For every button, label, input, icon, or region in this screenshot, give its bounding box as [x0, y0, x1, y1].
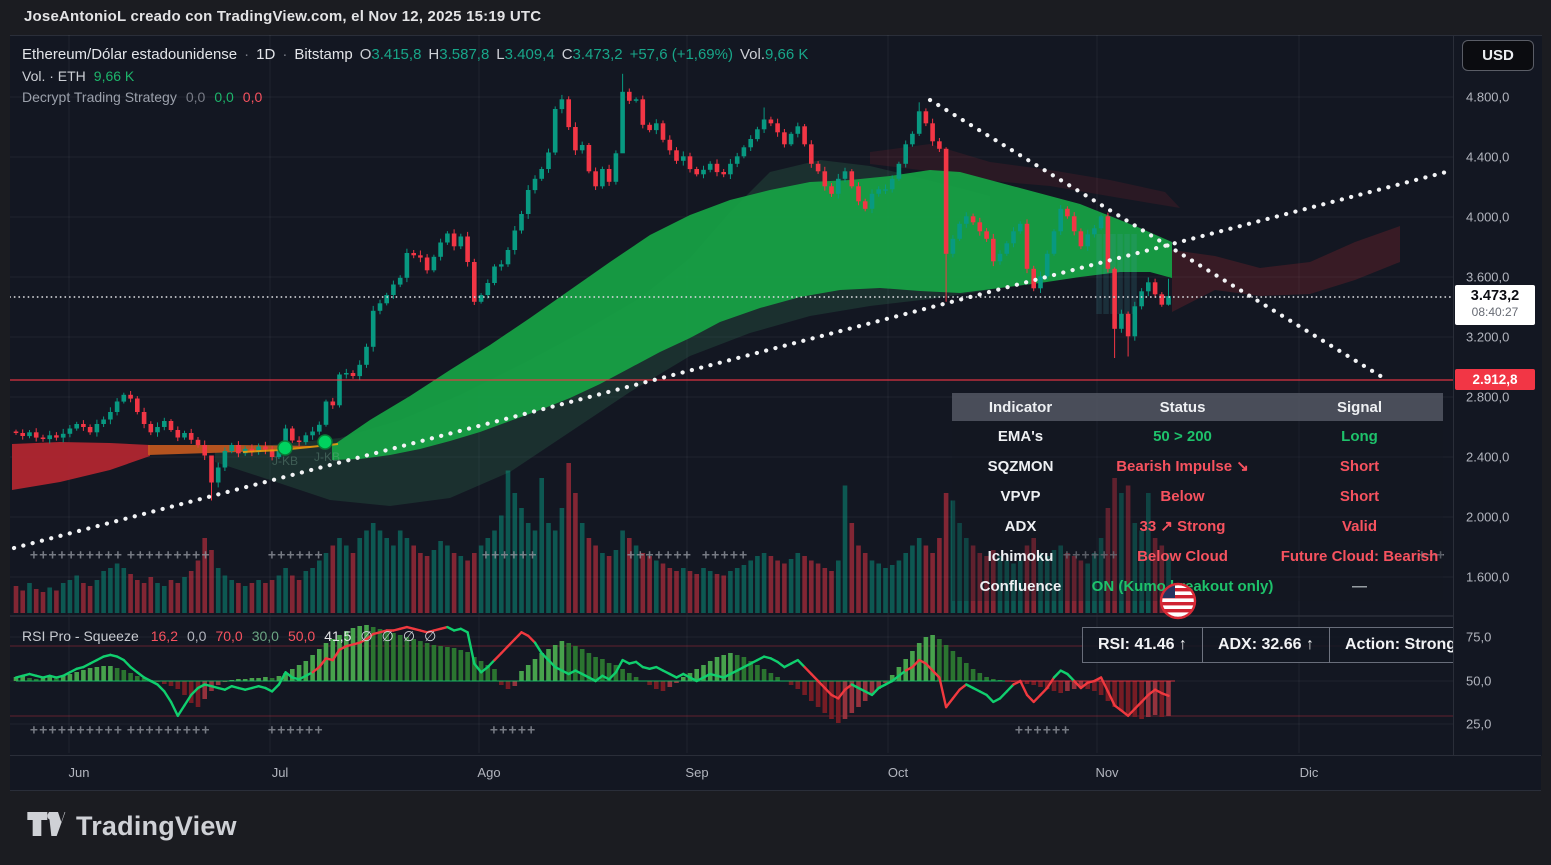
price-tick-label: 50,0 [1466, 673, 1492, 689]
buy-signal-dot [277, 440, 293, 456]
rsi-legend-value: 0,0 [186, 628, 207, 644]
svg-text:++++++: ++++++ [268, 723, 324, 738]
price-axis[interactable] [1453, 35, 1542, 756]
ohlc-close: C3.473,2 [561, 46, 623, 63]
rsi-legend-value: ∅ [424, 628, 437, 644]
price-tick-label: 4.400,0 [1466, 149, 1510, 165]
svg-text:J-KB: J-KB [314, 450, 340, 464]
price-tick-label: 1.600,0 [1466, 569, 1510, 585]
rsi-legend-value: 50,0 [287, 628, 316, 644]
tradingview-wordmark[interactable]: TradingView [76, 811, 237, 841]
svg-text:J-KB: J-KB [272, 454, 298, 468]
squeeze-plus-markers: ++++++++++ +++++++++ ++++++ ++++++ +++++++ ++… [30, 548, 1446, 738]
change-value: +57,6 (+1,69%) [629, 46, 733, 63]
table-row: ADX 33 ↗ Strong Valid [952, 511, 1443, 541]
buy-signal-dot [317, 434, 333, 450]
alert-price-tag[interactable]: 2.912,8 [1455, 369, 1535, 390]
currency-toggle-button[interactable]: USD [1462, 40, 1534, 71]
rsi-legend-value: 70,0 [215, 628, 243, 644]
volume-inline: Vol.9,66 K [739, 46, 809, 63]
rsi-legend-value: ∅ [381, 628, 394, 644]
ohlc-low: L3.409,4 [496, 46, 555, 63]
price-tick-label: 25,0 [1466, 716, 1492, 732]
signal-info-cell: RSI: 41.46 ↑ [1082, 627, 1203, 663]
price-tick-label: 2.400,0 [1466, 449, 1510, 465]
bar-countdown: 08:40:27 [1471, 305, 1519, 320]
footer: TradingView [26, 810, 237, 843]
ohlc-open: O3.415,8 [359, 46, 422, 63]
svg-text:+++: +++ [1418, 548, 1446, 563]
signal-info-cell: ADX: 32.66 ↑ [1201, 627, 1330, 663]
time-tick-label: Oct [887, 765, 909, 780]
time-axis[interactable]: Jun Jul Ago Sep Oct Nov Dic [10, 755, 1541, 791]
price-tick-label: 3.200,0 [1466, 329, 1510, 345]
confluence-flag-icon [1158, 581, 1198, 621]
svg-text:+++++++++: +++++++++ [127, 548, 211, 563]
symbol-title[interactable]: Ethereum/Dólar estadounidense [22, 46, 238, 63]
exchange-label[interactable]: Bitstamp [294, 46, 353, 63]
time-tick-label: Nov [1095, 765, 1119, 780]
table-row: SQZMON Bearish Impulse ↘ Short [952, 451, 1443, 481]
tradingview-logo-icon[interactable] [26, 810, 66, 843]
strategy-title[interactable]: Decrypt Trading Strategy [22, 89, 177, 105]
time-tick-label: Ago [477, 765, 501, 780]
symbol-legend: Ethereum/Dólar estadounidense · 1D · Bit… [22, 46, 809, 63]
time-tick-label: Dic [1299, 765, 1319, 780]
volume-value: 9,66 K [93, 68, 135, 84]
signal-info-boxes: RSI: 41.46 ↑ ADX: 32.66 ↑ Action: Strong ↓ [1082, 627, 1485, 663]
indicator-table-header: Indicator Status Signal [952, 393, 1443, 421]
rsi-indicator-legend: RSI Pro - Squeeze 16,2 0,0 70,0 30,0 50,0 41,… [22, 628, 445, 645]
rsi-legend-value: 41,5 [324, 628, 352, 644]
volume-bars [13, 463, 1171, 613]
candles-layer [13, 73, 1171, 501]
rsi-legend-value: ∅ [402, 628, 416, 644]
rsi-legend-value: 30,0 [251, 628, 279, 644]
price-tick-label: 75,0 [1466, 629, 1492, 645]
ohlc-high: H3.587,8 [428, 46, 490, 63]
time-tick-label: Sep [685, 765, 709, 780]
svg-text:+++++++: +++++++ [627, 548, 692, 563]
table-row: VPVP Below Short [952, 481, 1443, 511]
svg-text:+++++++++: +++++++++ [127, 723, 211, 738]
price-tick-label: 4.800,0 [1466, 89, 1510, 105]
indicator-table: Indicator Status Signal EMA's 50 > 200 L… [952, 393, 1443, 601]
strategy-legend: Decrypt Trading Strategy 0,0 0,0 0,0 [22, 89, 263, 105]
rsi-line [14, 625, 1170, 717]
svg-text:++++++: ++++++ [1015, 723, 1071, 738]
rsi-legend-value: ∅ [360, 628, 373, 644]
time-tick-label: Jul [271, 765, 289, 780]
svg-text:+++++: +++++ [490, 723, 537, 738]
descending-trendline [927, 97, 1390, 383]
price-tick-label: 2.800,0 [1466, 389, 1510, 405]
svg-text:++++++: ++++++ [268, 548, 324, 563]
price-tick-label: 4.000,0 [1466, 209, 1510, 225]
svg-text:+++++: +++++ [702, 548, 749, 563]
rsi-legend-value: 16,2 [150, 628, 178, 644]
volume-legend: Vol. · ETH 9,66 K [22, 68, 135, 84]
svg-text:++++++: ++++++ [482, 548, 538, 563]
interval-label[interactable]: 1D [256, 46, 276, 63]
attribution-text: JoseAntonioL creado con TradingView.com,… [24, 8, 542, 25]
rsi-indicator-title[interactable]: RSI Pro - Squeeze [22, 628, 139, 644]
svg-text:++++++++++: ++++++++++ [30, 723, 123, 738]
squeeze-histogram [13, 625, 1171, 723]
last-price-tag[interactable]: 3.473,2 08:40:27 [1455, 285, 1535, 325]
ichimoku-clouds [12, 144, 1400, 506]
price-tick-label: 3.600,0 [1466, 269, 1510, 285]
table-row: EMA's 50 > 200 Long [952, 421, 1443, 451]
svg-text:++++++++++: ++++++++++ [30, 548, 123, 563]
table-row: Ichimoku Below Cloud Future Cloud: Beari… [952, 541, 1443, 571]
time-tick-label: Jun [68, 765, 90, 780]
svg-text:++++++: ++++++ [1063, 548, 1119, 563]
price-tick-label: 2.000,0 [1466, 509, 1510, 525]
price-chart-canvas[interactable]: J-KB J-KB++++++++++ +++++++++ ++++++ ++++++ +… [10, 35, 1453, 755]
ascending-trendline [11, 168, 1453, 551]
